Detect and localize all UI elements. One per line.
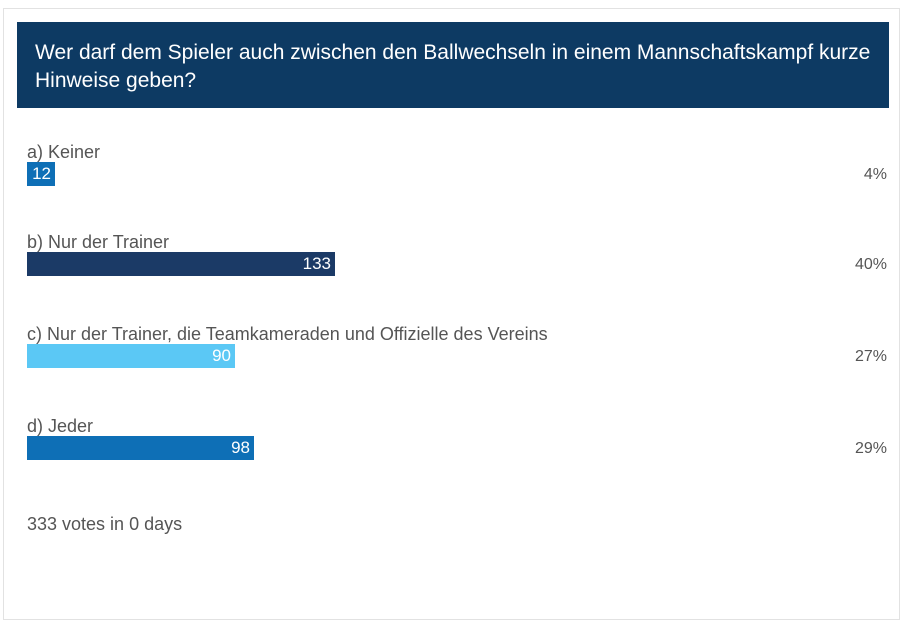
poll-option-a: a) Keiner 12 4% <box>27 142 887 186</box>
poll-option-b: b) Nur der Trainer 133 40% <box>27 232 887 276</box>
poll-widget <box>3 8 900 620</box>
result-bar: 90 <box>27 344 235 368</box>
option-label: d) Jeder <box>27 416 94 436</box>
bar-value-label: 12 <box>32 164 51 183</box>
vote-summary: 333 votes in 0 days <box>27 514 183 534</box>
option-label: c) Nur der Trainer, die Teamkameraden un… <box>27 324 548 344</box>
bar-value-label: 90 <box>212 346 231 365</box>
percent-label: 29% <box>854 440 887 457</box>
bar-value-label: 133 <box>302 254 331 273</box>
bar-value-label: 98 <box>231 438 250 457</box>
result-bar: 133 <box>27 252 335 276</box>
percent-label: 27% <box>854 348 887 365</box>
percent-label: 40% <box>854 256 887 273</box>
percent-label: 4% <box>863 166 887 183</box>
result-bar: 98 <box>27 436 254 460</box>
poll-question: Wer darf dem Spieler auch zwischen den B… <box>35 41 871 92</box>
poll-option-c: c) Nur der Trainer, die Teamkameraden un… <box>27 324 887 368</box>
result-bar: 12 <box>27 162 55 186</box>
poll-header: Wer darf dem Spieler auch zwischen den B… <box>17 22 889 108</box>
option-label: b) Nur der Trainer <box>27 232 170 252</box>
poll-option-d: d) Jeder 98 29% <box>27 416 887 460</box>
option-label: a) Keiner <box>27 142 101 162</box>
